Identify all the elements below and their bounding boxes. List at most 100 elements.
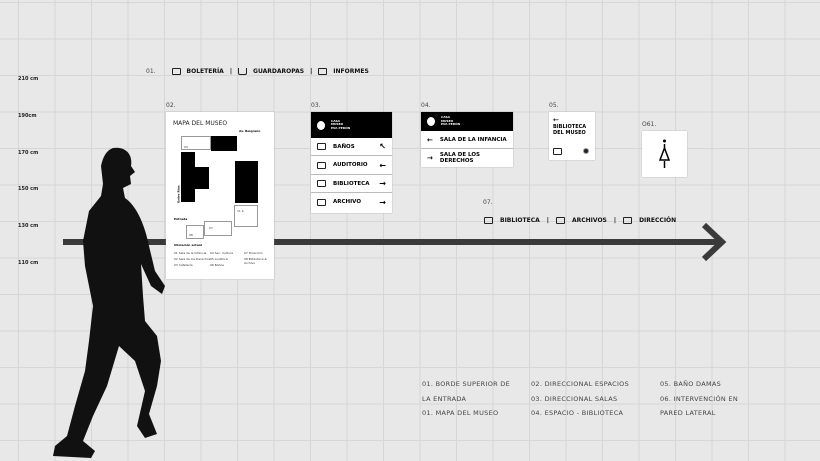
text-label: SALA DE LA INFANCIA [439, 136, 507, 143]
text-label: EVA PERÓN [331, 125, 351, 130]
walking-person-silhouette [53, 147, 165, 458]
text-label: ARCHIVOS [571, 217, 607, 224]
restroom-icon [317, 143, 326, 150]
caption-column: 01. BORDE SUPERIOR DE LA ENTRADA 01. MAPA … [422, 377, 510, 421]
list-item: ← SALA DE LA INFANCIA [421, 131, 513, 149]
sign-06-women-restroom [642, 131, 687, 177]
desk-icon [623, 217, 633, 224]
text-label: SALA DE LOS DERECHOS [439, 152, 480, 164]
text-label: BIBLIOTECA [333, 180, 370, 187]
sign-number: 07. [483, 199, 493, 206]
text-label: AUDITORIO [333, 162, 368, 168]
text-label: 11 b [237, 209, 244, 213]
text-label: ← [379, 160, 386, 170]
caption-column: 05. BAÑO DAMAS 06. INTERVENCIÓN EN PARED L… [660, 377, 738, 421]
sign-05-library: ← BIBLIOTECA DEL MUSEO [549, 112, 595, 160]
sign-label: INFORMES [333, 68, 369, 75]
current-location: Ubicación actual [174, 243, 202, 247]
height-label: 110 cm [18, 260, 39, 266]
text-label: MUSEO [441, 118, 454, 123]
text-label: 01 Sala de la Infancia [174, 251, 207, 255]
text-label: BIBLIOTECA [553, 124, 587, 130]
arrow-head-icon [701, 222, 727, 262]
museum-logo-icon [427, 117, 435, 126]
sign-number: 01. [146, 68, 156, 75]
sign-number: 03. [311, 102, 321, 109]
text-label: 05 Auditorio [210, 257, 229, 261]
caption-column: 02. DIRECCIONAL ESPACIOS 03. DIRECCIONAL … [531, 377, 629, 421]
text-label: BAÑOS [333, 143, 355, 150]
text-label: DEL MUSEO [553, 130, 586, 136]
text-label: DIRECCIÓN [639, 217, 677, 224]
sign-03-directional: CASA MUSEO EVA PERÓN BAÑOS ↖ AUDITORIO ← BIB… [311, 112, 392, 213]
text-label: MUSEO [331, 122, 344, 127]
text-label: ARCHIVO [333, 199, 362, 205]
text-label: LA ENTRADA [422, 394, 467, 403]
text-label: ← [427, 135, 433, 144]
text-label: 05. BAÑO DAMAS [660, 380, 722, 388]
list-item: ARCHIVO → [311, 193, 392, 211]
list-item: BIBLIOTECA → [311, 175, 392, 193]
sign-label: BOLETERÍA [186, 68, 224, 75]
sign-number: 02. [166, 102, 176, 109]
text-label: → [379, 197, 386, 207]
text-label: 01. MAPA DEL MUSEO [422, 409, 499, 417]
text-label: 06. INTERVENCIÓN EN [660, 394, 739, 403]
text-label: PARED LATERAL [660, 409, 716, 417]
sign-04-rooms: CASA MUSEO EVA PERÓN ← SALA DE LA INFANCIA … [421, 112, 513, 167]
sign-number: 04. [421, 102, 431, 109]
auditorium-icon [317, 161, 326, 169]
sign-07: BIBLIOTECA | ARCHIVOS | DIRECCIÓN [484, 217, 676, 224]
hanger-icon [238, 68, 248, 75]
text-label: 08 Biblioteca & Archivo [244, 257, 267, 265]
arrow-left-icon: ← [553, 116, 559, 124]
height-label: 150 cm [18, 186, 39, 192]
accessibility-icon [583, 148, 589, 154]
sign-01: 01. BOLETERÍA | GUARDAROPAS | INFORMES [146, 68, 369, 75]
text-label: 08 [189, 233, 193, 237]
text-label: 02. DIRECCIONAL ESPACIOS [531, 380, 630, 388]
text-label: 04. ESPACIO - BIBLIOTECA [531, 409, 624, 417]
desk-icon [318, 68, 328, 75]
text-label: CASA [441, 115, 451, 120]
list-item: → SALA DE LOS DERECHOS [421, 149, 513, 167]
text-label: BIBLIOTECA [500, 217, 540, 224]
text-label: 01. BORDE SUPERIOR DE [422, 380, 511, 388]
book-icon [317, 180, 326, 187]
folder-icon [555, 217, 565, 224]
map-title: MAPA DEL MUSEO [173, 120, 228, 127]
height-label: 190cm [18, 113, 37, 119]
entrance-label: Entrada [174, 217, 188, 221]
direction-arrow [63, 239, 723, 245]
text-label: 06 Baños [210, 263, 224, 267]
text-label: → [427, 154, 433, 162]
woman-restroom-icon [658, 139, 671, 168]
text-label: EVA PERÓN [441, 122, 461, 127]
text-label: → [379, 179, 386, 188]
text-label: 04 Sec. Cultura [210, 251, 234, 255]
text-label: 02 Sala de los Derechos [174, 257, 211, 261]
height-label: 210 cm [18, 76, 39, 82]
sign-label: GUARDAROPAS [253, 68, 305, 75]
sign-02-museum-map: MAPA DEL MUSEO Av. Belgrano 03 11 b 07 0… [166, 112, 274, 279]
book-icon [553, 148, 562, 155]
text-label: 03. DIRECCIONAL SALAS [531, 394, 618, 403]
text-label: 03 Cafetería [174, 263, 193, 267]
street-label: Av. Belgrano [239, 129, 261, 133]
list-item: BAÑOS ↖ [311, 138, 392, 156]
text-label: 07 [209, 226, 213, 230]
text-label: 03 [184, 145, 188, 149]
list-item: AUDITORIO ← [311, 156, 392, 175]
text-label: ↖ [379, 142, 386, 151]
sign-number: O61. [642, 121, 657, 128]
museum-logo-icon [317, 120, 325, 130]
ticket-icon [171, 68, 181, 75]
book-icon [484, 217, 493, 224]
height-label: 130 cm [18, 223, 39, 229]
street-label: Entre Ríos [176, 185, 181, 203]
text-label: CASA [331, 118, 341, 123]
text-label: 07 Dirección [244, 251, 263, 255]
height-label: 170 cm [18, 150, 39, 156]
sign-number: 05. [549, 102, 559, 109]
folder-icon [317, 198, 326, 206]
